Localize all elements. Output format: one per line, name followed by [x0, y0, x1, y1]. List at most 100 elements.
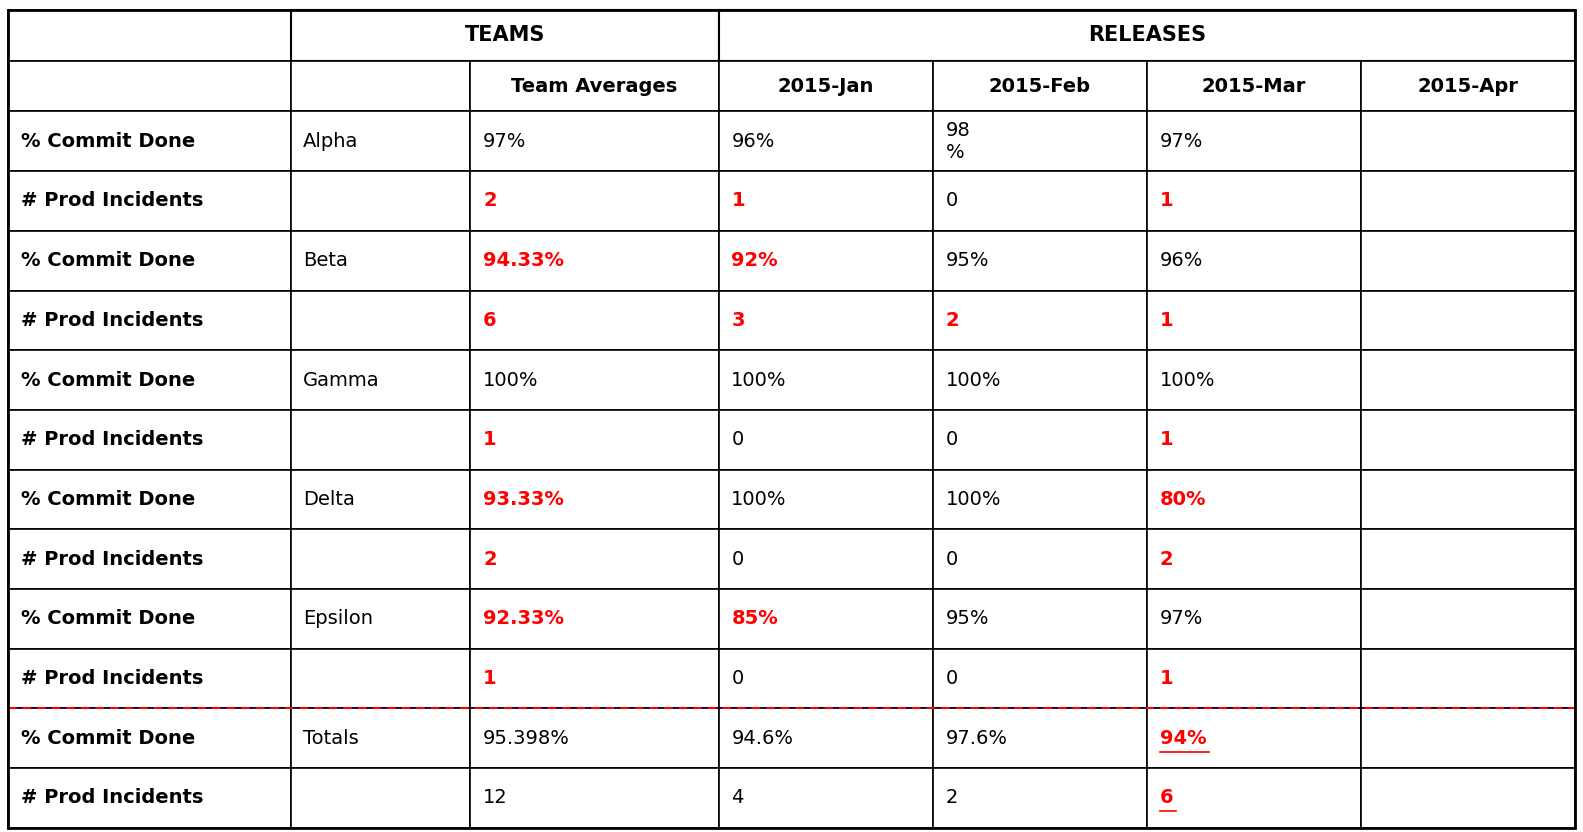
Text: % Commit Done: % Commit Done — [21, 729, 195, 748]
Text: % Commit Done: % Commit Done — [21, 131, 195, 151]
Bar — [8, 768, 291, 828]
Text: 4: 4 — [731, 789, 744, 808]
Text: 0: 0 — [731, 430, 744, 449]
Bar — [932, 61, 1148, 111]
Text: 97%: 97% — [483, 131, 527, 151]
Text: # Prod Incidents: # Prod Incidents — [21, 789, 203, 808]
Bar — [1361, 529, 1575, 589]
Text: 3: 3 — [731, 311, 746, 329]
Text: Alpha: Alpha — [304, 131, 359, 151]
Bar — [291, 290, 470, 350]
Bar — [932, 111, 1148, 171]
Text: 96%: 96% — [731, 131, 774, 151]
Bar — [291, 350, 470, 410]
Text: 0: 0 — [945, 669, 958, 688]
Text: 2: 2 — [945, 789, 958, 808]
Text: 97%: 97% — [1160, 131, 1203, 151]
Bar — [1148, 649, 1361, 708]
Bar — [8, 111, 291, 171]
Bar — [470, 350, 719, 410]
Bar — [470, 290, 719, 350]
Bar — [8, 469, 291, 529]
Text: 94.33%: 94.33% — [483, 251, 564, 270]
Bar — [1361, 171, 1575, 230]
Text: TEAMS: TEAMS — [464, 25, 545, 45]
Bar — [291, 708, 470, 768]
Bar — [719, 230, 932, 290]
Bar — [932, 350, 1148, 410]
Text: 92.33%: 92.33% — [483, 609, 564, 628]
Bar — [470, 171, 719, 230]
Text: Gamma: Gamma — [304, 370, 380, 389]
Text: 2015-Mar: 2015-Mar — [1201, 77, 1306, 96]
Text: 95%: 95% — [945, 609, 989, 628]
Text: 97%: 97% — [1160, 609, 1203, 628]
Bar — [291, 10, 719, 61]
Text: 1: 1 — [483, 669, 497, 688]
Bar — [1361, 111, 1575, 171]
Bar — [291, 469, 470, 529]
Bar — [1148, 290, 1361, 350]
Bar — [8, 589, 291, 649]
Text: 1: 1 — [1160, 191, 1173, 210]
Bar — [8, 708, 291, 768]
Text: Team Averages: Team Averages — [511, 77, 678, 96]
Bar — [1361, 230, 1575, 290]
Bar — [1361, 708, 1575, 768]
Bar — [1148, 410, 1361, 469]
Text: % Commit Done: % Commit Done — [21, 251, 195, 270]
Text: 0: 0 — [945, 191, 958, 210]
Bar — [1361, 649, 1575, 708]
Bar — [1361, 469, 1575, 529]
Bar — [1148, 708, 1361, 768]
Bar — [291, 589, 470, 649]
Bar — [291, 410, 470, 469]
Bar — [291, 171, 470, 230]
Text: 2: 2 — [945, 311, 959, 329]
Text: 6: 6 — [483, 311, 497, 329]
Text: 2: 2 — [483, 550, 497, 569]
Bar — [8, 10, 291, 61]
Bar — [1361, 768, 1575, 828]
Bar — [8, 230, 291, 290]
Bar — [932, 589, 1148, 649]
Text: 0: 0 — [731, 550, 744, 569]
Bar — [719, 469, 932, 529]
Bar — [470, 61, 719, 111]
Bar — [719, 350, 932, 410]
Text: 96%: 96% — [1160, 251, 1203, 270]
Text: 100%: 100% — [945, 490, 1000, 509]
Text: Totals: Totals — [304, 729, 359, 748]
Bar — [932, 171, 1148, 230]
Bar — [719, 589, 932, 649]
Bar — [470, 649, 719, 708]
Text: 98
%: 98 % — [945, 121, 970, 161]
Text: % Commit Done: % Commit Done — [21, 490, 195, 509]
Bar — [470, 230, 719, 290]
Text: 1: 1 — [1160, 430, 1173, 449]
Text: 1: 1 — [1160, 311, 1173, 329]
Text: 92%: 92% — [731, 251, 777, 270]
Text: 0: 0 — [731, 669, 744, 688]
Bar — [470, 589, 719, 649]
Bar — [932, 290, 1148, 350]
Bar — [8, 171, 291, 230]
Text: 80%: 80% — [1160, 490, 1206, 509]
Bar — [719, 10, 1575, 61]
Bar — [291, 61, 470, 111]
Text: 93.33%: 93.33% — [483, 490, 564, 509]
Bar — [8, 290, 291, 350]
Text: 95.398%: 95.398% — [483, 729, 570, 748]
Text: RELEASES: RELEASES — [1088, 25, 1206, 45]
Bar — [1148, 350, 1361, 410]
Bar — [291, 111, 470, 171]
Text: 100%: 100% — [483, 370, 538, 389]
Bar — [8, 410, 291, 469]
Bar — [1148, 230, 1361, 290]
Text: # Prod Incidents: # Prod Incidents — [21, 430, 203, 449]
Bar — [932, 768, 1148, 828]
Bar — [470, 469, 719, 529]
Text: 100%: 100% — [945, 370, 1000, 389]
Bar — [719, 61, 932, 111]
Bar — [470, 708, 719, 768]
